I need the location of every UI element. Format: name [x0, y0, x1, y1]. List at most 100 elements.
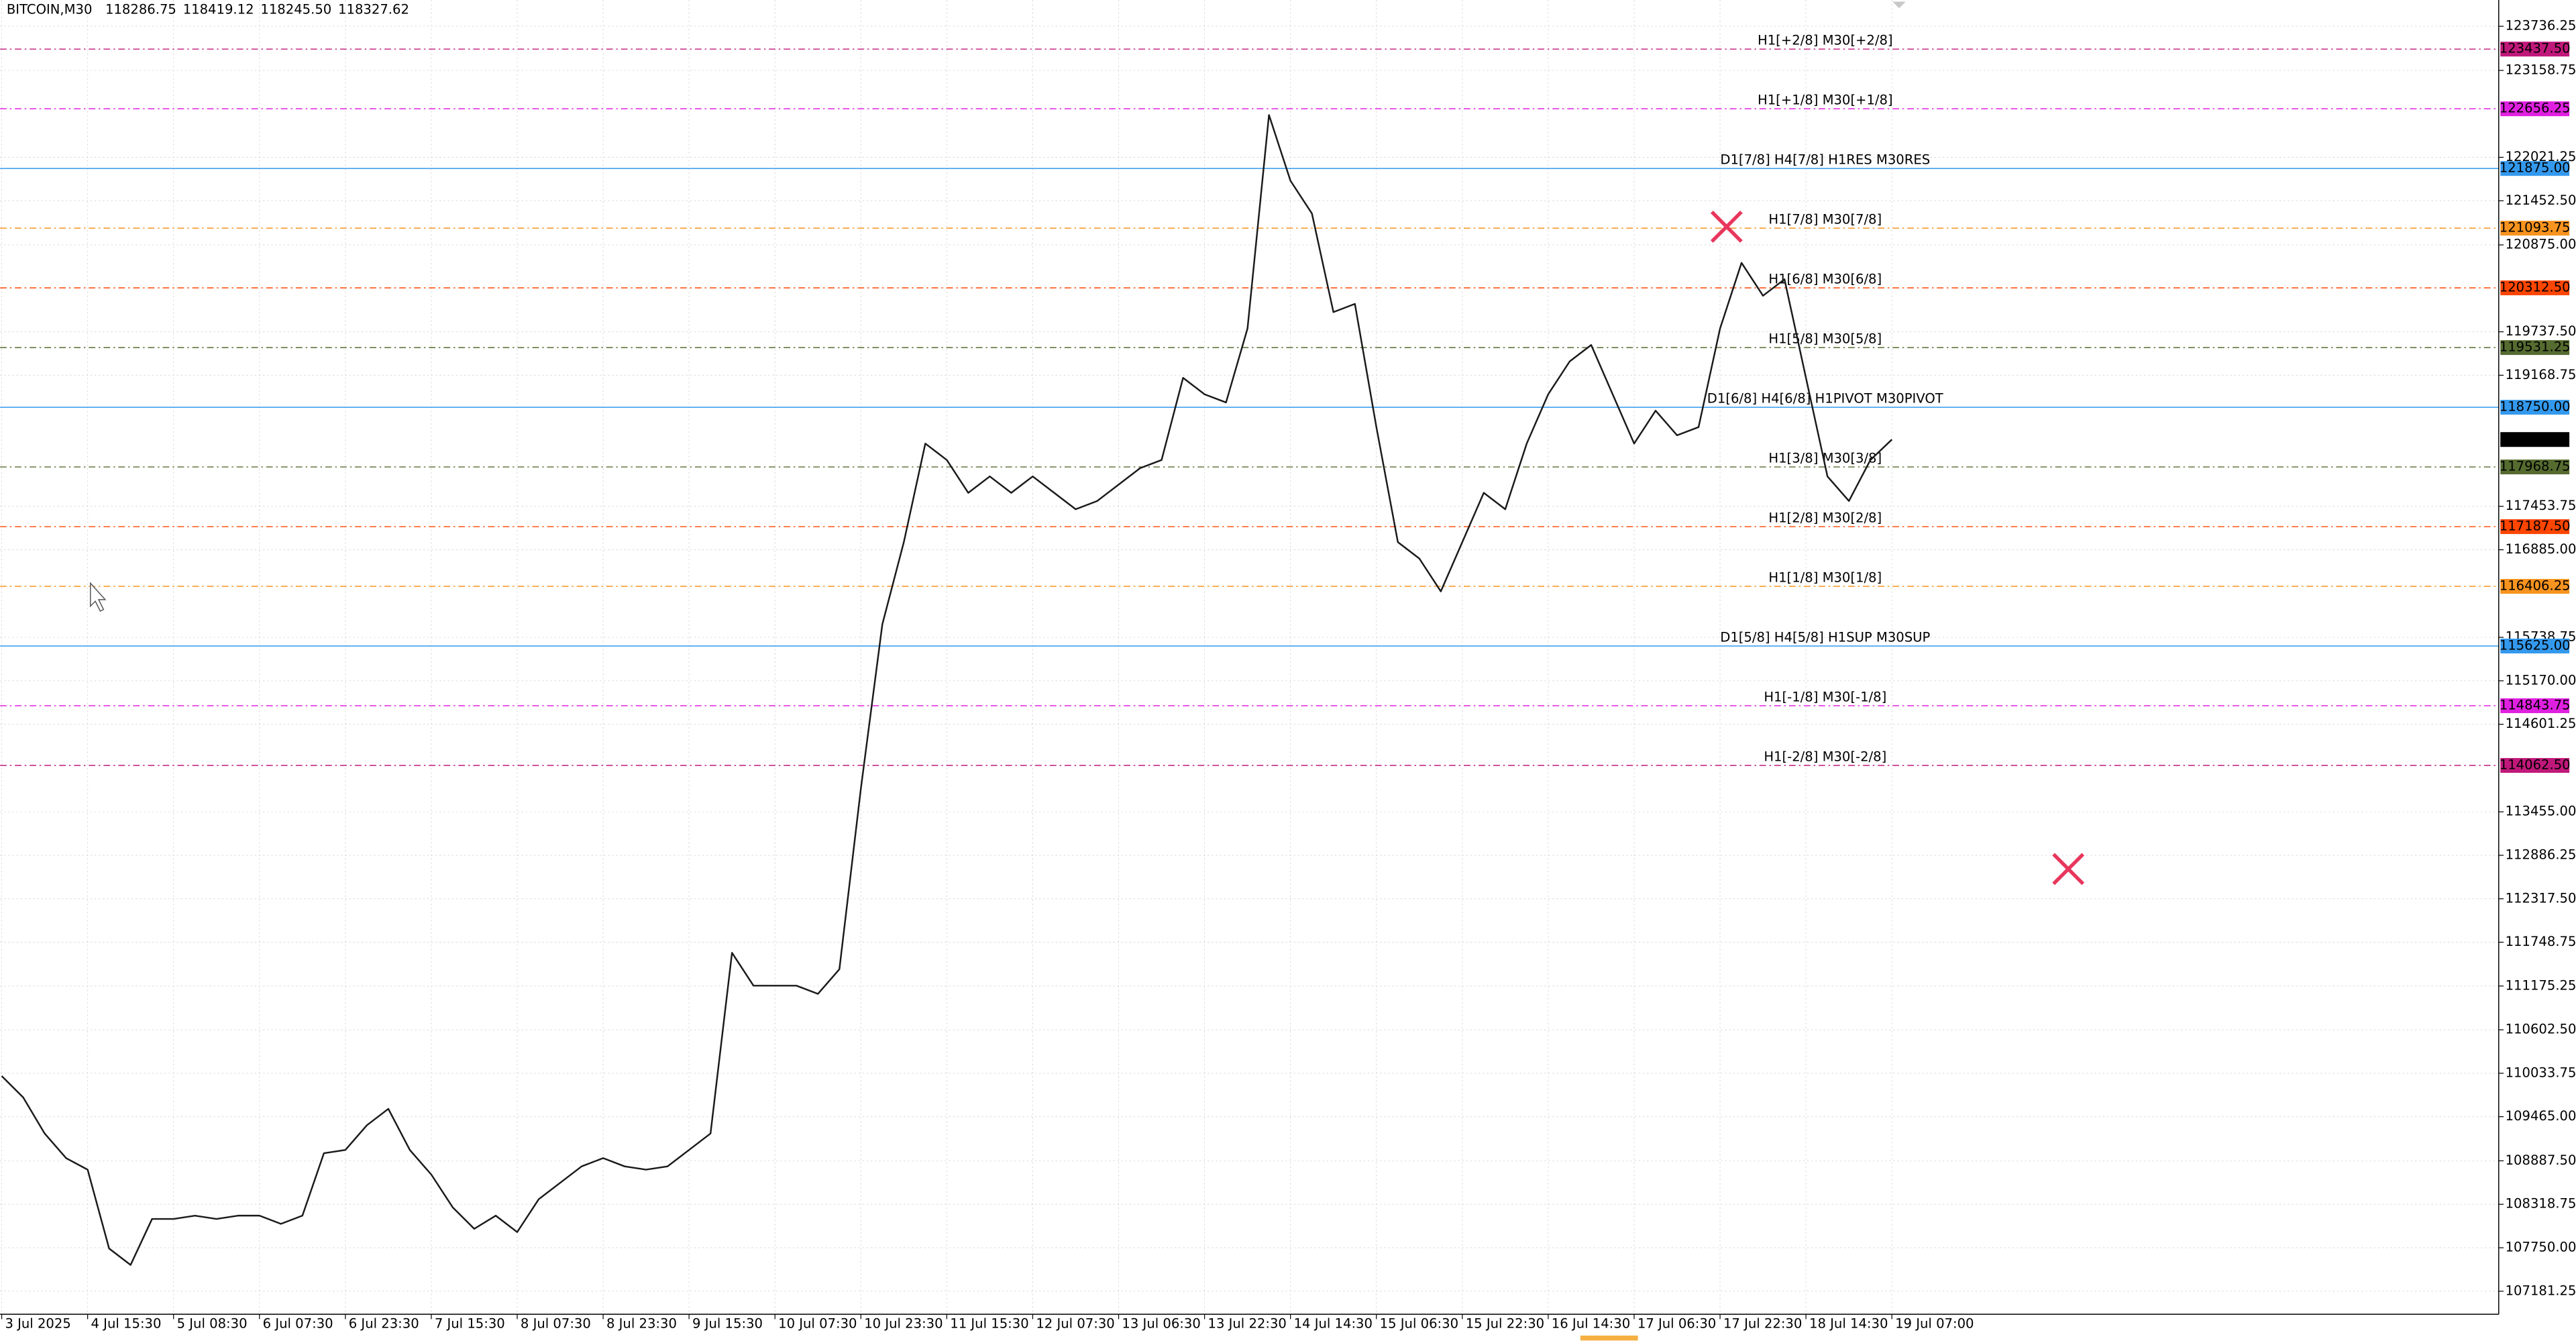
level-price-box [2500, 698, 2570, 714]
level-price-box [2500, 280, 2570, 296]
level-price-label: 116406.25 [2500, 578, 2571, 594]
level-price-label: 117968.75 [2500, 459, 2571, 474]
x-tick-label: 10 Jul 23:30 [864, 1316, 943, 1331]
scrollbar-thumb [1580, 1335, 1638, 1341]
axes: 123736.25 123158.75 122021.25 121452.50 1208… [1, 18, 2576, 1331]
level-price-box [2500, 340, 2570, 356]
x-tick-label: 6 Jul 07:30 [263, 1316, 333, 1331]
y-tick-label: 123736.25 [2506, 18, 2576, 34]
level-label: H1[+2/8] M30[+2/8] [1758, 32, 1893, 48]
last-price-box [2500, 432, 2570, 447]
x-tick-label: 12 Jul 07:30 [1036, 1316, 1114, 1331]
y-tick-label: 122021.25 [2506, 149, 2576, 164]
x-tick-label: 4 Jul 15:30 [91, 1316, 162, 1331]
y-tick-label: 119168.75 [2506, 367, 2576, 382]
cross-marker [1710, 210, 1743, 243]
level-label: H1[+1/8] M30[+1/8] [1758, 92, 1893, 107]
level-label: H1[-1/8] M30[-1/8] [1764, 689, 1886, 704]
scroll-marker [1892, 1, 1906, 9]
y-tick-label: 110602.50 [2506, 1022, 2576, 1037]
y-tick-label: 107750.00 [2506, 1239, 2576, 1254]
x-tick-label: 6 Jul 23:30 [349, 1316, 419, 1331]
y-tick-label: 108318.75 [2506, 1196, 2576, 1212]
symbol: BITCOIN,M30 [7, 1, 93, 17]
ohlc-value: 118419.12 [183, 1, 254, 17]
level-price-box [2500, 757, 2570, 773]
x-tick-label: 5 Jul 08:30 [177, 1316, 248, 1331]
level-label: H1[-2/8] M30[-2/8] [1764, 749, 1886, 764]
level-price-box [2500, 221, 2570, 236]
level-label: D1[6/8] H4[6/8] H1PIVOT M30PIVOT [1707, 390, 1944, 406]
level-price-label: 121875.00 [2500, 160, 2571, 176]
y-tick-label: 116885.00 [2506, 541, 2576, 557]
level-price-box [2500, 42, 2570, 57]
level-price-box [2500, 579, 2570, 594]
y-tick-label: 115170.00 [2506, 672, 2576, 688]
y-tick-label: 110033.75 [2506, 1065, 2576, 1080]
x-tick-label: 16 Jul 14:30 [1552, 1316, 1630, 1331]
cross-marker [2052, 853, 2085, 886]
x-tick-label: 9 Jul 15:30 [692, 1316, 763, 1331]
x-tick-label: 17 Jul 22:30 [1723, 1316, 1802, 1331]
x-tick-label: 3 Jul 2025 [5, 1316, 70, 1331]
x-tick-label: 13 Jul 06:30 [1122, 1316, 1200, 1331]
level-price-box [2500, 161, 2570, 176]
x-tick-label: 8 Jul 23:30 [606, 1316, 677, 1331]
level-price-box [2500, 519, 2570, 535]
y-tick-label: 107181.25 [2506, 1283, 2576, 1298]
x-tick-label: 15 Jul 22:30 [1466, 1316, 1544, 1331]
level-price-box [2500, 639, 2570, 654]
y-tick-label: 114601.25 [2506, 716, 2576, 731]
y-tick-label: 119737.50 [2506, 323, 2576, 339]
level-price-label: 114843.75 [2500, 698, 2571, 713]
y-tick-label: 121452.50 [2506, 193, 2576, 208]
ohlc-value: 118327.62 [338, 1, 409, 17]
y-tick-label: 111175.25 [2506, 977, 2576, 993]
ohlc-value: 118245.50 [260, 1, 331, 17]
y-tick-label: 113455.00 [2506, 804, 2576, 819]
level-label: H1[1/8] M30[1/8] [1768, 570, 1882, 585]
level-price-box [2500, 400, 2570, 415]
level-label: H1[3/8] M30[3/8] [1768, 450, 1882, 466]
levels: H1[+2/8] M30[+2/8] H1[+1/8] M30[+1/8] D1[7… [0, 32, 2499, 766]
mouse-cursor [90, 582, 107, 612]
y-tick-label: 117453.75 [2506, 498, 2576, 513]
level-price-label: 114062.50 [2500, 757, 2571, 772]
x-tick-label: 7 Jul 15:30 [435, 1316, 505, 1331]
level-price-label: 119531.25 [2500, 339, 2571, 355]
level-price-label: 118750.00 [2500, 399, 2571, 415]
y-tick-label: 112886.25 [2506, 847, 2576, 862]
price-line [1, 114, 1893, 1266]
level-label: D1[7/8] H4[7/8] H1RES M30RES [1720, 152, 1930, 167]
y-tick-label: 111748.75 [2506, 934, 2576, 949]
x-tick-label: 13 Jul 22:30 [1208, 1316, 1286, 1331]
level-price-label: 123437.50 [2500, 41, 2571, 56]
x-tick-label: 8 Jul 07:30 [521, 1316, 591, 1331]
level-label: H1[5/8] M30[5/8] [1768, 331, 1882, 346]
y-tick-label: 112317.50 [2506, 890, 2576, 906]
level-price-label: 115625.00 [2500, 638, 2571, 653]
level-price-box [2500, 101, 2570, 117]
level-label: H1[2/8] M30[2/8] [1768, 510, 1882, 525]
x-tick-label: 18 Jul 14:30 [1809, 1316, 1888, 1331]
y-tick-label: 109465.00 [2506, 1108, 2576, 1124]
level-price-label: 121093.75 [2500, 220, 2571, 235]
x-tick-label: 11 Jul 15:30 [950, 1316, 1028, 1331]
level-price-box [2500, 460, 2570, 475]
x-tick-label: 10 Jul 07:30 [778, 1316, 857, 1331]
level-label: D1[5/8] H4[5/8] H1SUP M30SUP [1720, 629, 1930, 645]
last-price-label: 118327.62 [2500, 431, 2571, 447]
level-price-label: 117187.50 [2500, 519, 2571, 534]
y-tick-label: 108887.50 [2506, 1152, 2576, 1168]
x-tick-label: 14 Jul 14:30 [1294, 1316, 1373, 1331]
level-label: H1[6/8] M30[6/8] [1768, 271, 1882, 286]
plot [1, 114, 1893, 1266]
chart-header: BITCOIN,M30 118286.75 118419.12 118245.50 11… [7, 1, 409, 17]
y-tick-label: 120875.00 [2506, 237, 2576, 252]
x-tick-label: 19 Jul 07:00 [1895, 1316, 1974, 1331]
x-tick-label: 15 Jul 06:30 [1380, 1316, 1458, 1331]
level-price-label: 120312.50 [2500, 280, 2571, 295]
level-price-label: 122656.25 [2500, 101, 2571, 116]
